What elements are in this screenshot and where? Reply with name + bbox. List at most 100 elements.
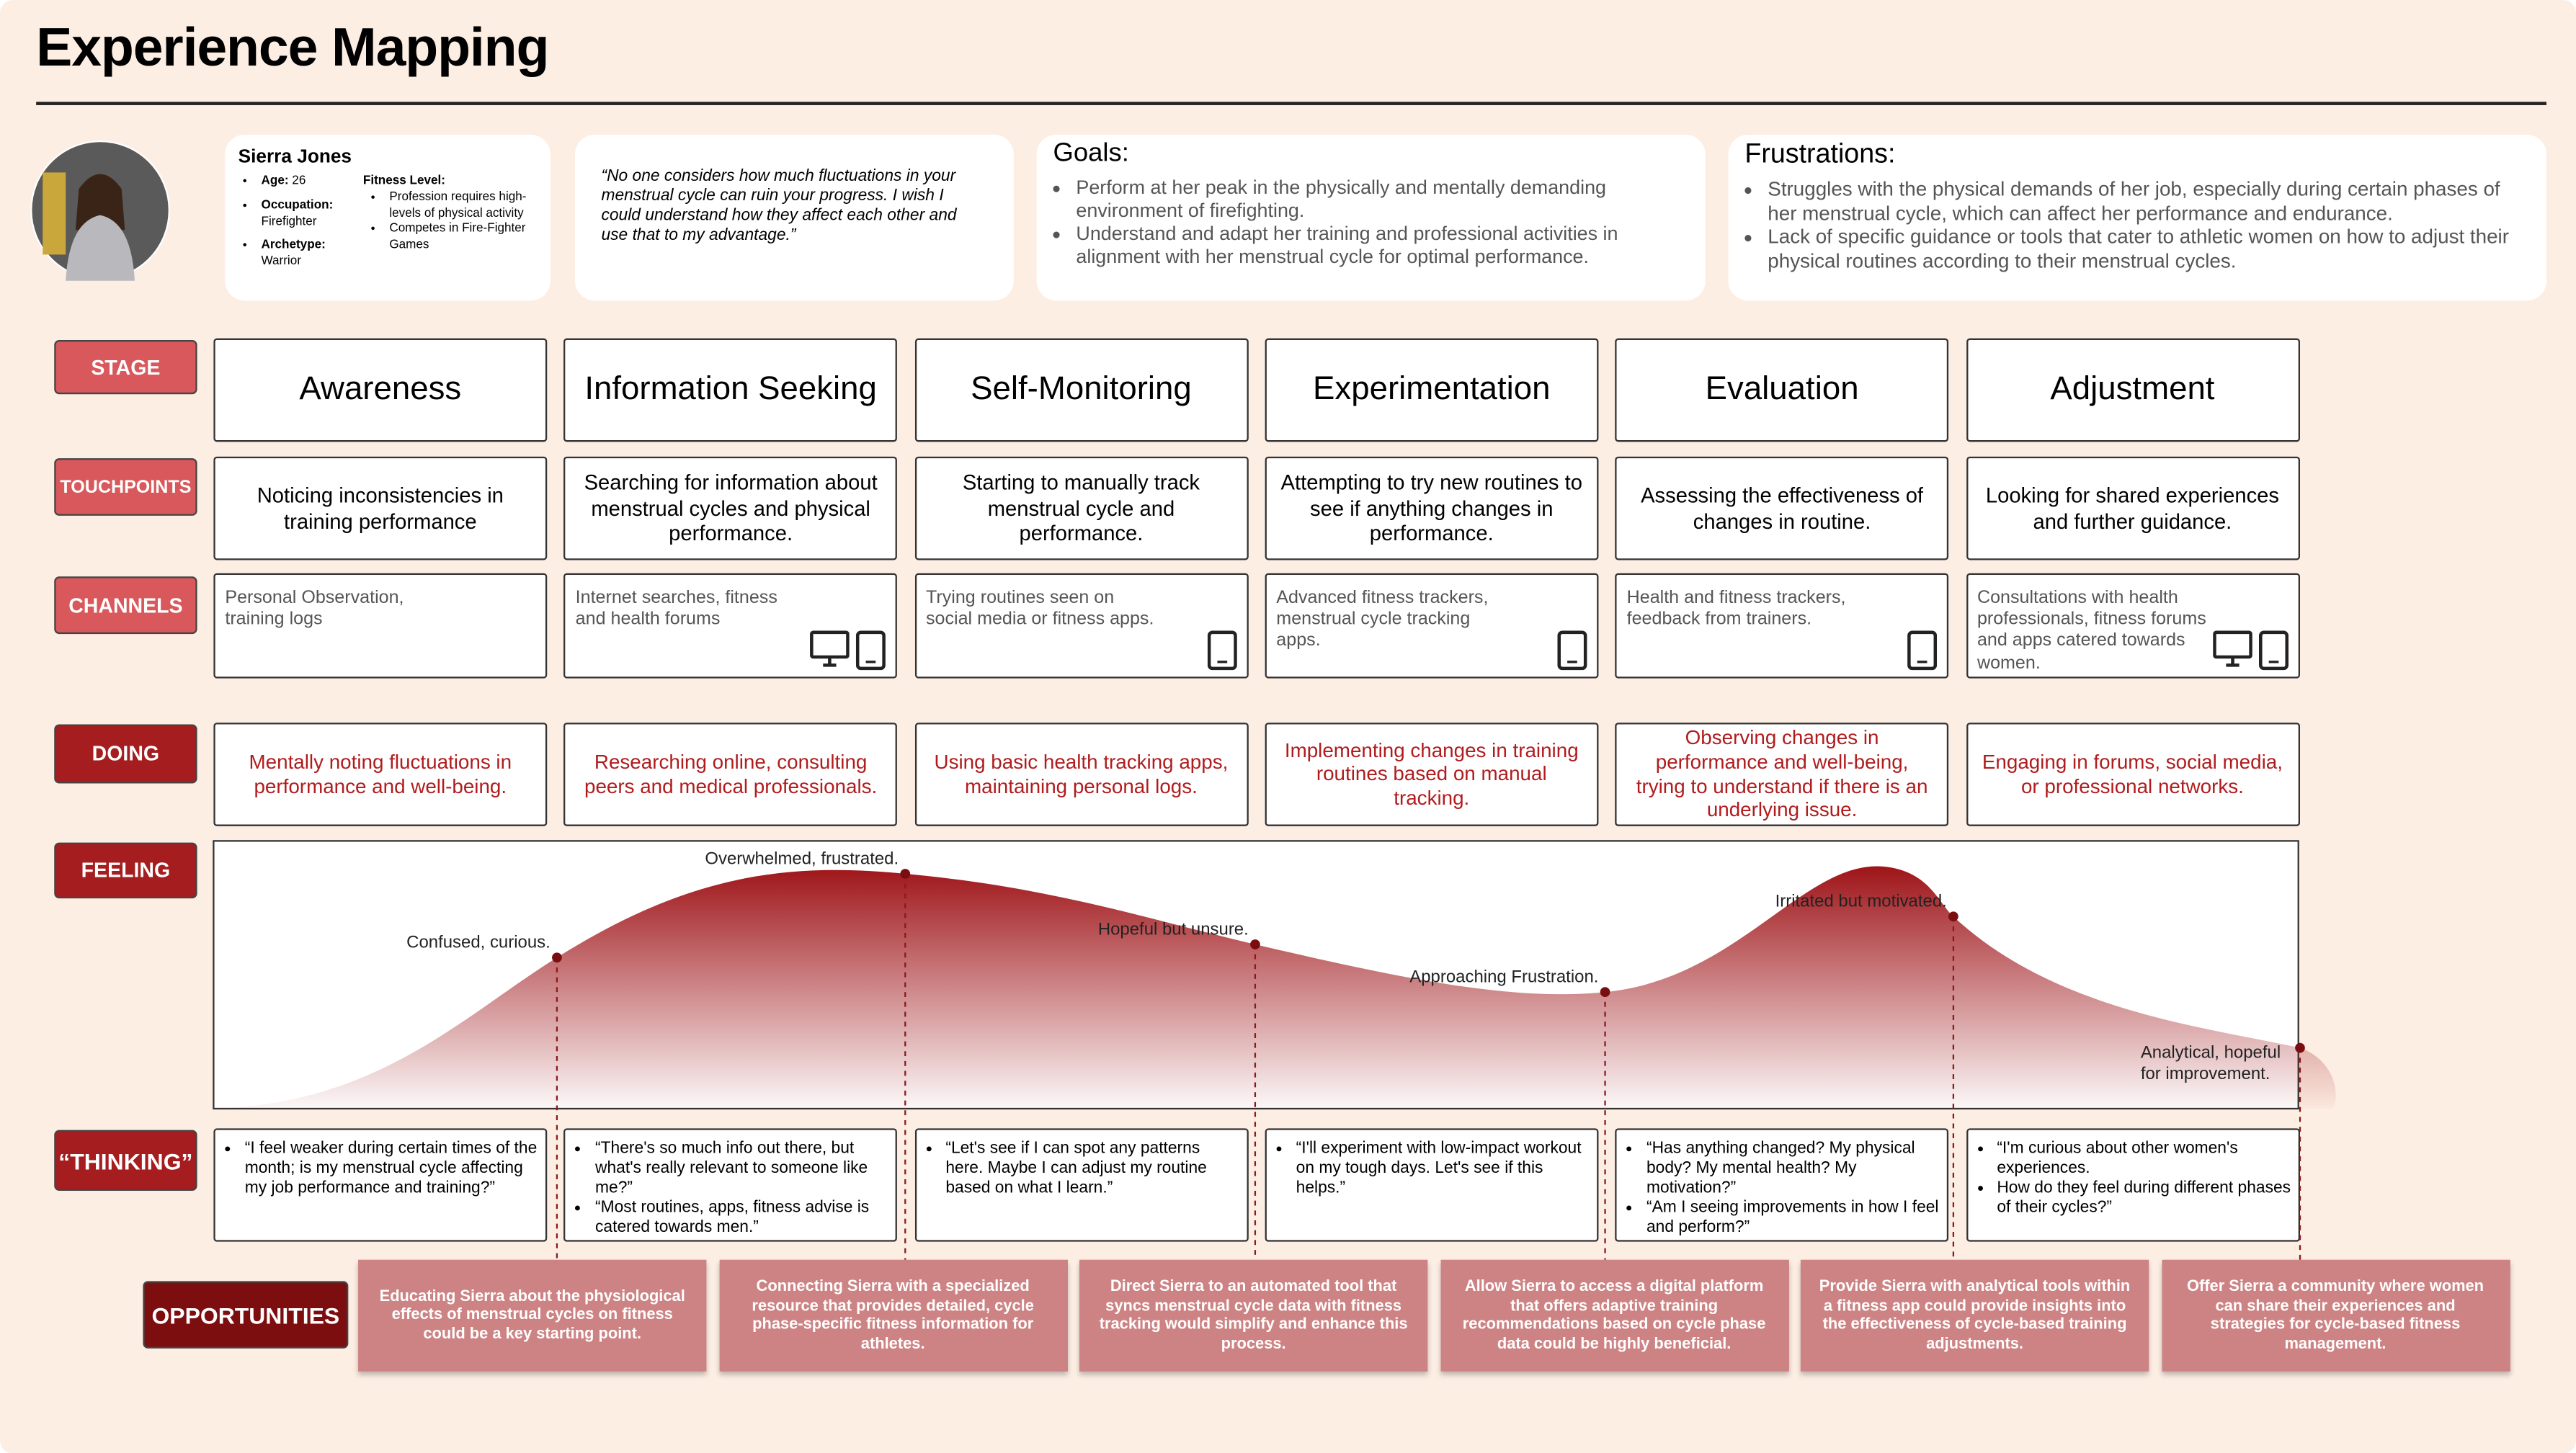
channel-text: Internet searches, fitness and health fo…	[575, 588, 777, 630]
channel: Consultations with health professionals,…	[1966, 573, 2299, 679]
frustrations-list: Struggles with the physical demands of h…	[1744, 177, 2530, 274]
channel-icons	[1557, 630, 1587, 671]
feeling-label: Approaching Frustration.	[1409, 967, 1599, 988]
fitness-item: Competes in Fire-Fighter Games	[389, 220, 537, 252]
thinking: “There's so much info out there, but wha…	[563, 1128, 898, 1242]
thinking: “Let's see if I can spot any patterns he…	[914, 1128, 1248, 1242]
quote-text: “No one considers how much fluctuations …	[601, 167, 957, 245]
touchpoint: Noticing inconsistencies in training per…	[213, 456, 548, 560]
stage-name: Experimentation	[1265, 338, 1599, 442]
touchpoint: Looking for shared experiences and furth…	[1966, 456, 2299, 560]
detail-label: Archetype:	[261, 236, 326, 252]
stage-name: Awareness	[213, 338, 548, 442]
thinking-item: “There's so much info out there, but wha…	[595, 1140, 889, 1199]
tablet-icon	[1557, 630, 1587, 671]
thinking-item: “Let's see if I can spot any patterns he…	[945, 1140, 1239, 1199]
row-label: “THINKING”	[54, 1130, 197, 1191]
thinking-item: “I'll experiment with low-impact workout…	[1296, 1140, 1590, 1199]
channel: Personal Observation, training logs	[213, 573, 548, 679]
doing: Using basic health tracking apps, mainta…	[914, 723, 1248, 826]
thinking-item: “Am I seeing improvements in how I feel …	[1646, 1199, 1940, 1238]
feeling-point	[1948, 911, 1958, 922]
feeling-point	[2295, 1042, 2305, 1053]
thinking-item: “Has anything changed? My physical body?…	[1646, 1140, 1940, 1199]
stage-name: Evaluation	[1615, 338, 1949, 442]
thinking-list: “I feel weaker during certain times of t…	[222, 1140, 539, 1199]
doing: Implementing changes in training routine…	[1265, 723, 1599, 826]
thinking: “Has anything changed? My physical body?…	[1615, 1128, 1949, 1242]
row-label: OPPORTUNITIES	[143, 1281, 349, 1349]
tablet-icon	[1907, 630, 1938, 671]
thinking: “I'll experiment with low-impact workout…	[1265, 1128, 1599, 1242]
stage-name: Information Seeking	[563, 338, 898, 442]
touchpoint: Starting to manually track menstrual cyc…	[914, 456, 1248, 560]
fitness-label: Fitness Level:	[362, 172, 445, 187]
quote-card: “No one considers how much fluctuations …	[575, 134, 1014, 301]
row-label: CHANNELS	[54, 576, 197, 635]
touchpoint: Assessing the effectiveness of changes i…	[1615, 456, 1949, 560]
row-label: TOUCHPOINTS	[54, 458, 197, 516]
channel: Internet searches, fitness and health fo…	[563, 573, 898, 679]
frustrations-title: Frustrations:	[1744, 139, 1896, 169]
channel-text: Personal Observation, training logs	[225, 588, 404, 630]
thinking-item: “Most routines, apps, fitness advise is …	[595, 1199, 889, 1238]
persona-photo	[30, 140, 170, 281]
row-label: DOING	[54, 724, 197, 784]
frustrations-item: Struggles with the physical demands of h…	[1768, 177, 2530, 225]
thinking-item: “I'm curious about other women's experie…	[1997, 1140, 2291, 1179]
channel-icons	[1907, 630, 1938, 671]
thinking-list: “Let's see if I can spot any patterns he…	[922, 1140, 1239, 1199]
thinking-item: “I feel weaker during certain times of t…	[245, 1140, 539, 1199]
channel-text: Trying routines seen on social media or …	[925, 588, 1154, 630]
feeling-label: Irritated but motivated.	[1775, 892, 1947, 912]
opportunity: Offer Sierra a community where women can…	[2161, 1259, 2510, 1372]
fitness-item: Profession requires high-levels of physi…	[389, 189, 537, 220]
opportunity: Direct Sierra to an automated tool that …	[1079, 1259, 1428, 1372]
thinking-list: “Has anything changed? My physical body?…	[1623, 1140, 1940, 1238]
tablet-icon	[1206, 630, 1236, 671]
goals-card: Goals: Perform at her peak in the physica…	[1036, 134, 1706, 301]
goals-item: Perform at her peak in the physically an…	[1076, 176, 1688, 223]
opportunity: Connecting Sierra with a specialized res…	[718, 1259, 1067, 1372]
doing: Researching online, consulting peers and…	[563, 723, 898, 826]
thinking-item: How do they feel during different phases…	[1997, 1179, 2291, 1219]
channel-icons	[810, 630, 886, 671]
touchpoint: Attempting to try new routines to see if…	[1265, 456, 1599, 560]
feeling-label: Analytical, hopeful for improvement.	[2140, 1042, 2281, 1085]
thinking-list: “There's so much info out there, but wha…	[572, 1140, 889, 1238]
feeling-point	[1250, 939, 1260, 949]
persona-details: Age: 26 Occupation: Firefighter Archetype:…	[239, 172, 538, 277]
thinking-list: “I'm curious about other women's experie…	[1974, 1140, 2291, 1218]
doing: Observing changes in performance and wel…	[1615, 723, 1949, 826]
divider	[36, 102, 2547, 104]
stage-name: Self-Monitoring	[914, 338, 1248, 442]
thinking: “I'm curious about other women's experie…	[1966, 1128, 2299, 1242]
detail-label: Age:	[261, 172, 289, 187]
row-label: FEELING	[54, 842, 197, 899]
detail-label: Occupation:	[261, 197, 334, 212]
stage-name: Adjustment	[1966, 338, 2299, 442]
doing: Engaging in forums, social media, or pro…	[1966, 723, 2299, 826]
feeling-label: Overwhelmed, frustrated.	[705, 849, 899, 869]
channel-text: Advanced fitness trackers, menstrual cyc…	[1276, 588, 1489, 651]
channel: Advanced fitness trackers, menstrual cyc…	[1265, 573, 1599, 679]
feeling-label: Confused, curious.	[406, 933, 551, 953]
channel: Health and fitness trackers, feedback fr…	[1615, 573, 1949, 679]
thinking: “I feel weaker during certain times of t…	[213, 1128, 548, 1242]
detail-item: Archetype: Warrior	[262, 237, 334, 269]
goals-title: Goals:	[1053, 139, 1129, 168]
channel-text: Consultations with health professionals,…	[1976, 588, 2206, 673]
persona-card: Sierra Jones Age: 26 Occupation: Firefight…	[225, 134, 551, 301]
goals-list: Perform at her peak in the physically an…	[1053, 176, 1688, 269]
tablet-icon	[856, 630, 886, 671]
frustrations-item: Lack of specific guidance or tools that …	[1768, 225, 2530, 274]
detail-item: Age: 26	[262, 172, 334, 188]
frustrations-card: Frustrations: Struggles with the physical…	[1728, 134, 2546, 301]
feeling-label: Hopeful but unsure.	[1097, 919, 1249, 940]
opportunity: Allow Sierra to access a digital platfor…	[1440, 1259, 1788, 1372]
channel: Trying routines seen on social media or …	[914, 573, 1248, 679]
fitness-list: Profession requires high-levels of physi…	[357, 189, 538, 253]
